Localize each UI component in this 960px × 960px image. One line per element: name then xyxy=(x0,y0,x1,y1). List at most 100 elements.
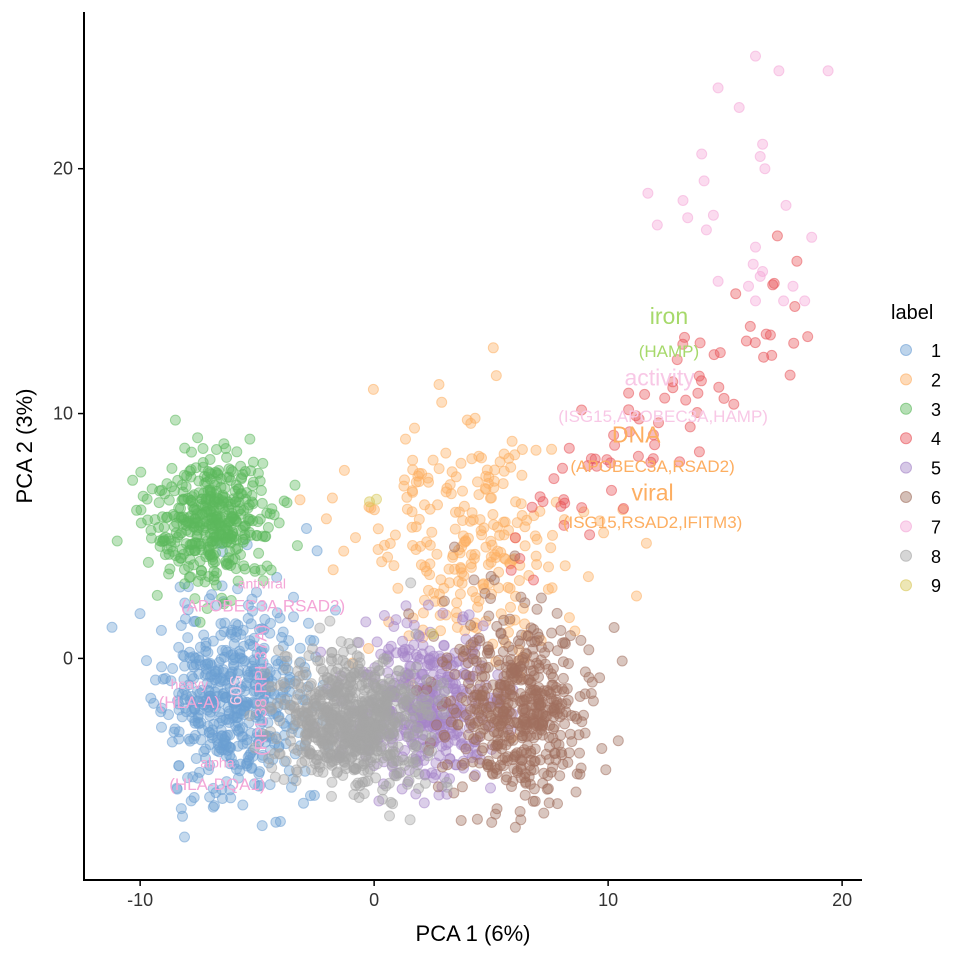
point-cluster-1 xyxy=(173,760,185,772)
point-cluster-1 xyxy=(195,717,207,729)
point-cluster-8 xyxy=(360,750,372,762)
point-cluster-6 xyxy=(467,670,479,682)
point-cluster-1 xyxy=(218,734,230,746)
y-tick-label: 0 xyxy=(63,648,73,668)
point-cluster-3 xyxy=(230,563,242,575)
point-cluster-1 xyxy=(179,831,190,843)
point-cluster-8 xyxy=(365,671,377,683)
point-cluster-6 xyxy=(570,786,582,798)
point-cluster-1 xyxy=(207,801,219,813)
point-cluster-8 xyxy=(380,705,392,717)
point-cluster-2 xyxy=(488,482,500,494)
point-cluster-6 xyxy=(455,815,467,826)
point-cluster-7 xyxy=(773,65,785,77)
series-3 xyxy=(111,414,303,628)
point-cluster-6 xyxy=(514,806,526,817)
point-cluster-6 xyxy=(465,619,477,631)
point-cluster-1 xyxy=(177,810,188,822)
point-cluster-2 xyxy=(435,574,447,586)
point-cluster-3 xyxy=(135,466,147,478)
point-cluster-2 xyxy=(481,464,493,476)
point-cluster-7 xyxy=(750,50,761,62)
annotation-label: (RPL38,RPL37A) xyxy=(251,625,270,756)
point-cluster-6 xyxy=(541,783,553,795)
point-cluster-1 xyxy=(196,695,208,707)
point-cluster-6 xyxy=(438,729,450,741)
point-cluster-8 xyxy=(292,744,304,756)
point-cluster-1 xyxy=(141,655,152,667)
point-cluster-6 xyxy=(539,658,551,670)
point-cluster-8 xyxy=(312,655,324,667)
point-cluster-3 xyxy=(153,521,165,533)
point-cluster-2 xyxy=(460,536,472,547)
legend-key-5 xyxy=(900,461,912,474)
point-cluster-2 xyxy=(505,601,516,613)
point-cluster-1 xyxy=(225,628,237,640)
point-cluster-8 xyxy=(405,577,417,589)
point-cluster-4 xyxy=(693,446,705,458)
point-cluster-6 xyxy=(538,767,550,779)
point-cluster-2 xyxy=(440,447,452,459)
point-cluster-6 xyxy=(498,715,510,727)
point-cluster-3 xyxy=(194,616,206,628)
point-cluster-3 xyxy=(210,579,222,591)
point-cluster-6 xyxy=(529,795,541,807)
point-cluster-6 xyxy=(520,647,532,659)
point-cluster-1 xyxy=(277,626,289,638)
point-cluster-7 xyxy=(712,275,724,287)
point-cluster-1 xyxy=(106,621,118,633)
point-cluster-3 xyxy=(268,509,280,521)
point-cluster-1 xyxy=(225,792,237,804)
point-cluster-1 xyxy=(157,673,169,685)
point-cluster-2 xyxy=(495,608,507,620)
point-cluster-1 xyxy=(288,611,299,623)
point-cluster-7 xyxy=(698,175,710,187)
point-cluster-4 xyxy=(659,392,671,404)
point-cluster-5 xyxy=(485,782,496,794)
point-cluster-6 xyxy=(468,771,480,782)
point-cluster-2 xyxy=(368,504,380,516)
point-cluster-2 xyxy=(441,482,453,494)
legend-key-1 xyxy=(900,344,912,356)
point-cluster-3 xyxy=(257,575,269,587)
legend-key-7 xyxy=(900,520,912,533)
point-cluster-3 xyxy=(252,516,264,528)
point-cluster-8 xyxy=(410,756,422,768)
point-cluster-3 xyxy=(166,462,178,474)
point-cluster-8 xyxy=(342,731,354,743)
annotation-label: activity xyxy=(624,364,695,390)
point-cluster-3 xyxy=(211,514,223,525)
point-cluster-1 xyxy=(166,736,178,748)
point-cluster-7 xyxy=(700,224,712,236)
point-cluster-2 xyxy=(494,529,506,541)
point-cluster-4 xyxy=(768,277,780,289)
point-cluster-2 xyxy=(372,544,384,555)
point-cluster-6 xyxy=(553,739,565,751)
point-cluster-2 xyxy=(478,578,490,590)
legend-label-2: 2 xyxy=(931,370,941,390)
point-cluster-6 xyxy=(473,707,485,719)
legend-label-7: 7 xyxy=(931,517,941,537)
point-cluster-2 xyxy=(475,525,487,537)
point-cluster-2 xyxy=(350,532,361,544)
point-cluster-1 xyxy=(175,620,187,631)
point-cluster-6 xyxy=(559,718,571,730)
annotation-label: 60S xyxy=(227,675,246,705)
point-cluster-6 xyxy=(562,694,574,706)
point-cluster-1 xyxy=(227,697,239,709)
point-cluster-8 xyxy=(363,716,375,727)
point-cluster-7 xyxy=(778,295,790,307)
point-cluster-6 xyxy=(533,671,544,683)
point-cluster-1 xyxy=(228,682,240,694)
point-cluster-1 xyxy=(232,740,244,752)
point-cluster-6 xyxy=(457,651,469,662)
series-2 xyxy=(294,342,652,743)
point-cluster-2 xyxy=(499,516,511,528)
point-cluster-8 xyxy=(306,764,317,776)
point-cluster-2 xyxy=(492,521,503,533)
point-cluster-3 xyxy=(141,493,153,505)
point-cluster-1 xyxy=(237,799,249,811)
point-cluster-8 xyxy=(334,752,346,764)
point-cluster-3 xyxy=(197,443,209,454)
point-cluster-1 xyxy=(256,820,268,832)
